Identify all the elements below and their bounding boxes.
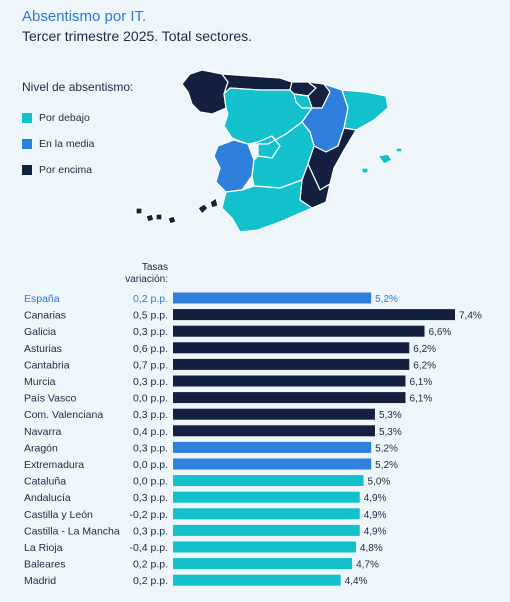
row-name-andalucia: Andalucía: [24, 492, 71, 504]
bar-baleares: [173, 558, 353, 570]
bar-label-castilla-la-mancha: 4,9%: [364, 526, 387, 537]
row-variation-madrid: 0,2 p.p.: [133, 575, 168, 587]
row-variation-extremadura: 0,0 p.p.: [133, 459, 168, 471]
row-name-castilla-y-leon: Castilla y León: [24, 509, 93, 521]
bar-extremadura: [173, 458, 372, 470]
bar-asturias: [173, 342, 410, 354]
row-variation-andalucia: 0,3 p.p.: [133, 492, 168, 504]
row-name-aragon: Aragón: [24, 442, 58, 454]
bar-cantabria: [173, 358, 410, 370]
bar-label-baleares: 4,7%: [356, 560, 379, 571]
legend-swatch-below: [22, 113, 32, 123]
bar-pais-vasco: [173, 392, 406, 404]
row-name-galicia: Galicia: [24, 326, 56, 338]
bar-label-la-rioja: 4,8%: [360, 543, 383, 554]
bar-aragon: [173, 441, 372, 453]
bar-label-asturias: 6,2%: [413, 344, 436, 355]
legend-label-average: En la media: [39, 138, 95, 150]
column-header-variation: Tasas variación:: [104, 262, 168, 286]
bar-label-andalucia: 4,9%: [364, 493, 387, 504]
bar-label-pais-vasco: 6,1%: [409, 394, 432, 405]
row-variation-murcia: 0,3 p.p.: [133, 376, 168, 388]
row-name-cantabria: Cantabria: [24, 359, 70, 371]
bar-label-navarra: 5,3%: [379, 427, 402, 438]
row-name-madrid: Madrid: [24, 575, 56, 587]
row-variation-espana: 0,2 p.p.: [133, 293, 168, 305]
row-variation-pais-vasco: 0,0 p.p.: [133, 393, 168, 405]
row-variation-baleares: 0,2 p.p.: [133, 559, 168, 571]
bar-label-galicia: 6,6%: [429, 327, 452, 338]
row-variation-castilla-y-leon: -0,2 p.p.: [129, 509, 168, 521]
row-name-cataluna: Cataluña: [24, 476, 66, 488]
bar-label-madrid: 4,4%: [345, 576, 368, 587]
row-name-baleares: Baleares: [24, 559, 65, 571]
bar-murcia: [173, 375, 406, 387]
bar-espana: [173, 292, 372, 304]
bar-label-com-valenciana: 5,3%: [379, 410, 402, 421]
row-name-murcia: Murcia: [24, 376, 56, 388]
legend-label-below: Por debajo: [39, 112, 90, 124]
bar-label-murcia: 6,1%: [409, 377, 432, 388]
bar-canarias: [173, 309, 455, 321]
map-region-baleares-3: [361, 167, 369, 174]
bar-label-castilla-y-leon: 4,9%: [364, 510, 387, 521]
legend-label-above: Por encima: [39, 164, 93, 176]
row-name-navarra: Navarra: [24, 426, 62, 438]
bar-navarra: [173, 425, 375, 437]
row-variation-castilla-la-mancha: 0,3 p.p.: [133, 525, 168, 537]
row-name-pais-vasco: País Vasco: [24, 393, 76, 405]
map-region-andalucia: [221, 179, 313, 233]
legend-item-average: En la media: [22, 137, 94, 151]
bar-label-cantabria: 6,2%: [413, 360, 436, 371]
row-variation-galicia: 0,3 p.p.: [133, 326, 168, 338]
row-variation-com-valenciana: 0,3 p.p.: [133, 409, 168, 421]
bar-andalucia: [173, 491, 360, 503]
bar-label-espana: 5,2%: [375, 294, 398, 305]
row-variation-la-rioja: -0,4 p.p.: [129, 542, 168, 554]
bar-label-canarias: 7,4%: [459, 311, 482, 322]
map-region-baleares-2: [395, 147, 403, 153]
chart-title: Absentismo por IT.: [22, 8, 147, 25]
legend-item-below: Por debajo: [22, 111, 90, 125]
map-region-la-rioja: [293, 93, 313, 109]
legend-title: Nivel de absentismo:: [22, 80, 134, 94]
column-header-line1: Tasas: [141, 262, 168, 273]
row-variation-canarias: 0,5 p.p.: [133, 310, 168, 322]
row-name-extremadura: Extremadura: [24, 459, 84, 471]
row-name-asturias: Asturias: [24, 343, 62, 355]
row-name-castilla-la-mancha: Castilla - La Mancha: [24, 525, 120, 537]
row-name-la-rioja: La Rioja: [24, 542, 63, 554]
map-region-valencia: [307, 127, 357, 191]
legend-swatch-average: [22, 139, 32, 149]
column-header-line2: variación:: [125, 274, 168, 285]
row-name-com-valenciana: Com. Valenciana: [24, 409, 103, 421]
row-name-canarias: Canarias: [24, 310, 66, 322]
bar-label-aragon: 5,2%: [375, 443, 398, 454]
chart-subtitle: Tercer trimestre 2025. Total sectores.: [22, 28, 253, 44]
bar-castilla-y-leon: [173, 508, 360, 520]
bar-label-extremadura: 5,2%: [375, 460, 398, 471]
bar-castilla-la-mancha: [173, 524, 360, 536]
row-name-espana: España: [24, 293, 60, 305]
bar-madrid: [173, 574, 341, 586]
bar-label-cataluna: 5,0%: [368, 477, 391, 488]
map-region-cataluna: [341, 89, 389, 131]
spain-regions-map: [135, 69, 403, 233]
map-region-canarias: [135, 197, 219, 225]
bar-la-rioja: [173, 541, 356, 553]
row-variation-cataluna: 0,0 p.p.: [133, 476, 168, 488]
legend-item-above: Por encima: [22, 163, 92, 177]
bar-com-valenciana: [173, 408, 375, 420]
legend-swatch-above: [22, 165, 32, 175]
row-variation-cantabria: 0,7 p.p.: [133, 359, 168, 371]
bar-galicia: [173, 325, 425, 337]
map-region-baleares: [377, 153, 393, 165]
map-region-galicia: [181, 69, 229, 115]
row-variation-asturias: 0,6 p.p.: [133, 343, 168, 355]
row-variation-aragon: 0,3 p.p.: [133, 442, 168, 454]
bar-cataluna: [173, 475, 364, 487]
row-variation-navarra: 0,4 p.p.: [133, 426, 168, 438]
